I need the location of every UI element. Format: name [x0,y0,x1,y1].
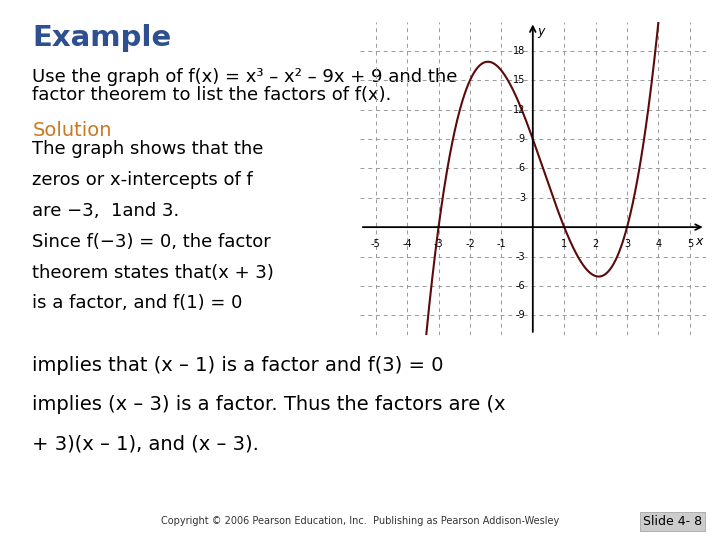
Text: is a factor, and f(1) = 0: is a factor, and f(1) = 0 [32,294,243,312]
Text: x: x [695,235,703,248]
Text: 5: 5 [687,239,693,249]
Text: factor theorem to list the factors of f(x).: factor theorem to list the factors of f(… [32,86,392,104]
Text: -3: -3 [516,252,525,261]
Text: Copyright © 2006 Pearson Education, Inc.  Publishing as Pearson Addison-Wesley: Copyright © 2006 Pearson Education, Inc.… [161,516,559,526]
Text: zeros or x-intercepts of f: zeros or x-intercepts of f [32,171,253,189]
Text: implies (x – 3) is a factor. Thus the factors are (x: implies (x – 3) is a factor. Thus the fa… [32,395,506,414]
Text: 9: 9 [519,134,525,144]
Text: Example: Example [32,24,171,52]
Text: -5: -5 [371,239,381,249]
Text: 2: 2 [593,239,599,249]
Text: 6: 6 [519,164,525,173]
Text: 3: 3 [624,239,630,249]
Text: -1: -1 [497,239,506,249]
Text: -6: -6 [516,281,525,291]
Text: y: y [538,24,545,38]
Text: 4: 4 [655,239,662,249]
Text: 3: 3 [519,193,525,203]
Text: The graph shows that the: The graph shows that the [32,140,264,158]
Text: -4: -4 [402,239,412,249]
Text: 18: 18 [513,46,525,56]
Text: Solution: Solution [32,122,112,140]
Text: -3: -3 [433,239,444,249]
Text: -9: -9 [516,310,525,320]
Text: 12: 12 [513,105,525,114]
Text: Slide 4- 8: Slide 4- 8 [643,515,702,528]
Text: implies that (x – 1) is a factor and f(3) = 0: implies that (x – 1) is a factor and f(3… [32,356,444,375]
Text: are −3,  1and 3.: are −3, 1and 3. [32,202,180,220]
Text: 15: 15 [513,75,525,85]
Text: -2: -2 [465,239,474,249]
Text: Since f(−3) = 0, the factor: Since f(−3) = 0, the factor [32,233,271,251]
Text: Use the graph of f(x) = x³ – x² – 9x + 9 and the: Use the graph of f(x) = x³ – x² – 9x + 9… [32,68,458,85]
Text: + 3)(x – 1), and (x – 3).: + 3)(x – 1), and (x – 3). [32,434,259,453]
Text: theorem states that(x + 3): theorem states that(x + 3) [32,264,274,281]
Text: 1: 1 [561,239,567,249]
